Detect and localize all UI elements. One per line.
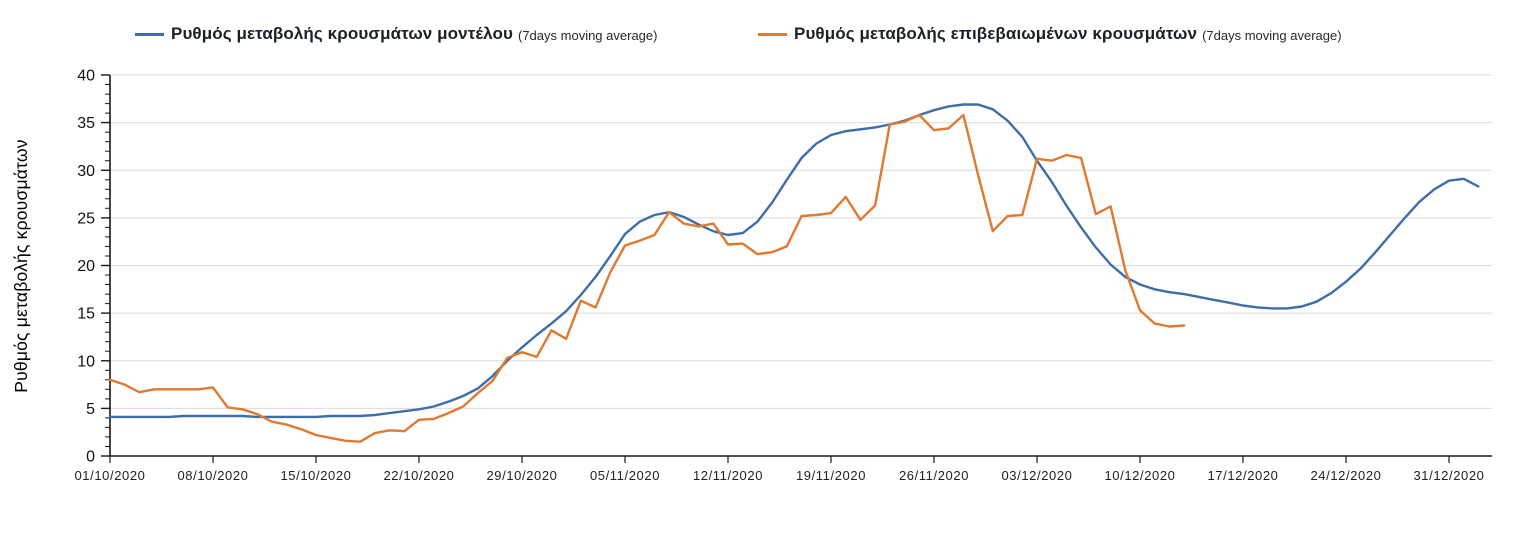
svg-text:40: 40 (77, 68, 95, 85)
legend-line-swatch-model (135, 32, 164, 36)
legend-item-confirmed: Ρυθμός μεταβολής επιβεβαιωμένων κρουσμάτ… (758, 24, 1342, 44)
series-line-confirmed (108, 113, 1186, 443)
svg-text:0: 0 (86, 449, 95, 466)
svg-text:24/12/2020: 24/12/2020 (1310, 468, 1381, 483)
legend-sublabel-model: (7days moving average) (518, 27, 658, 43)
series-line-model (108, 103, 1480, 419)
legend-label-model: Ρυθμός μεταβολής κρουσμάτων μοντέλου (171, 24, 513, 43)
svg-text:12/11/2020: 12/11/2020 (693, 468, 763, 483)
svg-text:35: 35 (77, 115, 95, 132)
y-axis-title: Ρυθμός μεταβολής κρουσμάτων (11, 139, 31, 393)
legend-item-model: Ρυθμός μεταβολής κρουσμάτων μοντέλου (7d… (135, 24, 657, 44)
x-axis-ticks-and-labels: 01/10/2020 08/10/2020 15/10/2020 22/10/2020… (74, 456, 1484, 483)
svg-text:15: 15 (77, 306, 95, 323)
svg-text:26/11/2020: 26/11/2020 (899, 468, 969, 483)
svg-text:25: 25 (77, 210, 95, 227)
svg-text:Ρυθμός μεταβολής κρουσμάτων: Ρυθμός μεταβολής κρουσμάτων (11, 139, 31, 393)
svg-text:31/12/2020: 31/12/2020 (1413, 468, 1484, 483)
svg-text:10/12/2020: 10/12/2020 (1104, 468, 1175, 483)
legend-line-swatch-confirmed (758, 32, 787, 36)
svg-text:10: 10 (77, 353, 95, 370)
svg-text:20: 20 (77, 258, 95, 275)
svg-text:30: 30 (77, 163, 95, 180)
svg-text:05/11/2020: 05/11/2020 (590, 468, 660, 483)
legend-sublabel-confirmed: (7days moving average) (1202, 27, 1342, 43)
svg-text:29/10/2020: 29/10/2020 (486, 468, 557, 483)
y-axis-ticks-and-labels: 0 5 10 15 20 25 30 35 40 (77, 68, 110, 466)
svg-text:03/12/2020: 03/12/2020 (1001, 468, 1072, 483)
svg-text:08/10/2020: 08/10/2020 (177, 468, 248, 483)
gridlines (110, 74, 1492, 409)
svg-text:19/11/2020: 19/11/2020 (796, 468, 866, 483)
svg-text:17/12/2020: 17/12/2020 (1207, 468, 1278, 483)
series-lines (108, 103, 1480, 443)
svg-text:15/10/2020: 15/10/2020 (280, 468, 351, 483)
svg-text:01/10/2020: 01/10/2020 (74, 468, 145, 483)
chart-legend: Ρυθμός μεταβολής κρουσμάτων μοντέλου (7d… (0, 0, 1530, 52)
svg-text:22/10/2020: 22/10/2020 (383, 468, 454, 483)
svg-text:5: 5 (86, 401, 95, 418)
legend-label-confirmed: Ρυθμός μεταβολής επιβεβαιωμένων κρουσμάτ… (794, 24, 1198, 43)
